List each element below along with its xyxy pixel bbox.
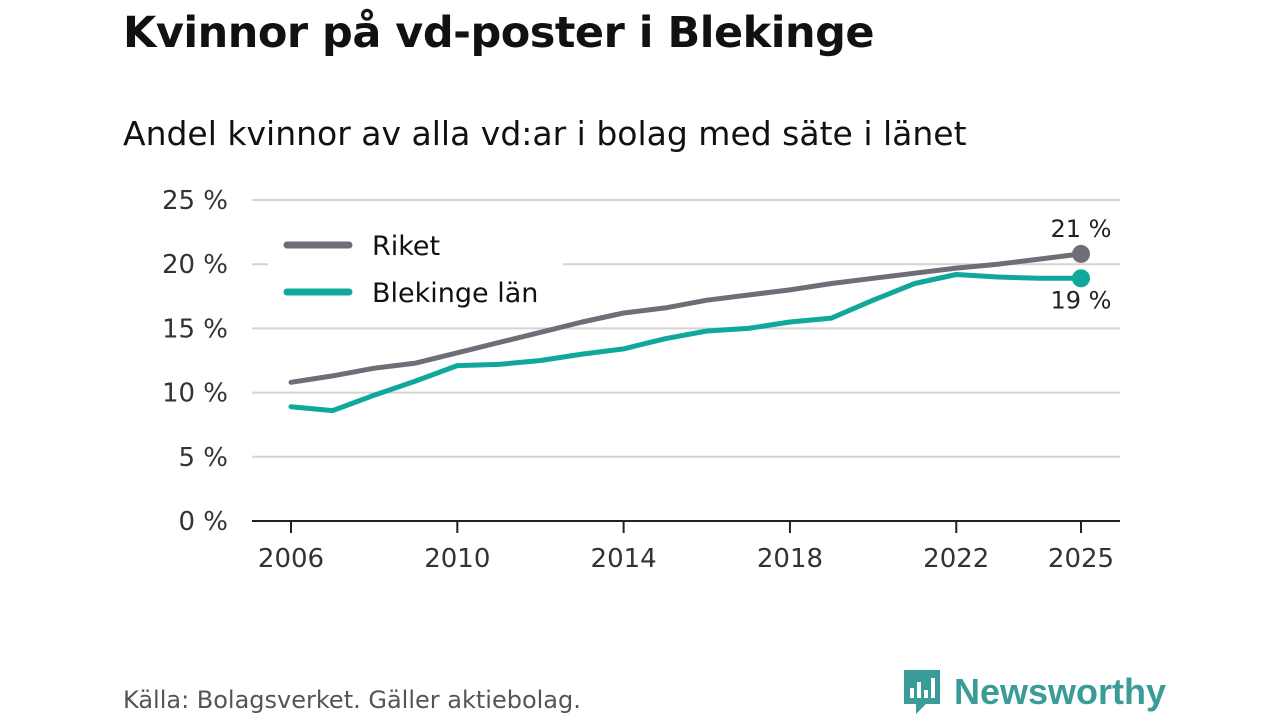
chart-title: Kvinnor på vd-poster i Blekinge [123, 8, 875, 58]
y-tick-label: 15 % [162, 314, 228, 344]
x-tick-label: 2014 [591, 544, 657, 574]
x-tick-label: 2006 [258, 544, 324, 574]
y-tick-label: 5 % [178, 443, 228, 473]
x-tick-label: 2018 [757, 544, 823, 574]
newsworthy-logo-icon [904, 670, 940, 714]
x-tick-label: 2010 [424, 544, 490, 574]
y-tick-label: 0 % [178, 507, 228, 537]
y-tick-label: 25 % [162, 186, 228, 216]
y-tick-label: 20 % [162, 250, 228, 280]
x-tick-label: 2022 [923, 544, 989, 574]
y-axis-ticks: 0 % 5 % 10 % 15 % 20 % 25 % [162, 186, 228, 537]
legend-label: Blekinge län [372, 278, 538, 309]
x-axis: 2006 2010 2014 2018 2022 2025 [252, 520, 1120, 574]
y-tick-label: 10 % [162, 379, 228, 409]
end-value-label: 21 % [1051, 215, 1112, 243]
x-tick-label: 2025 [1048, 544, 1114, 574]
series-line-blekinge [288, 272, 1084, 414]
chart-subtitle: Andel kvinnor av alla vd:ar i bolag med … [123, 114, 967, 153]
series-lines: 21 % 19 % [288, 215, 1112, 414]
end-point-riket [1072, 244, 1090, 263]
brand-logo: Newsworthy [902, 668, 1166, 716]
legend-label: Riket [372, 231, 440, 262]
end-value-label: 19 % [1051, 286, 1112, 314]
source-note: Källa: Bolagsverket. Gäller aktiebolag. [123, 686, 581, 714]
legend: Riket Blekinge län [268, 222, 563, 322]
series-line-riket [288, 251, 1084, 385]
brand-name: Newsworthy [954, 671, 1167, 712]
legend-background [268, 222, 563, 322]
end-point-blekinge [1072, 269, 1090, 288]
